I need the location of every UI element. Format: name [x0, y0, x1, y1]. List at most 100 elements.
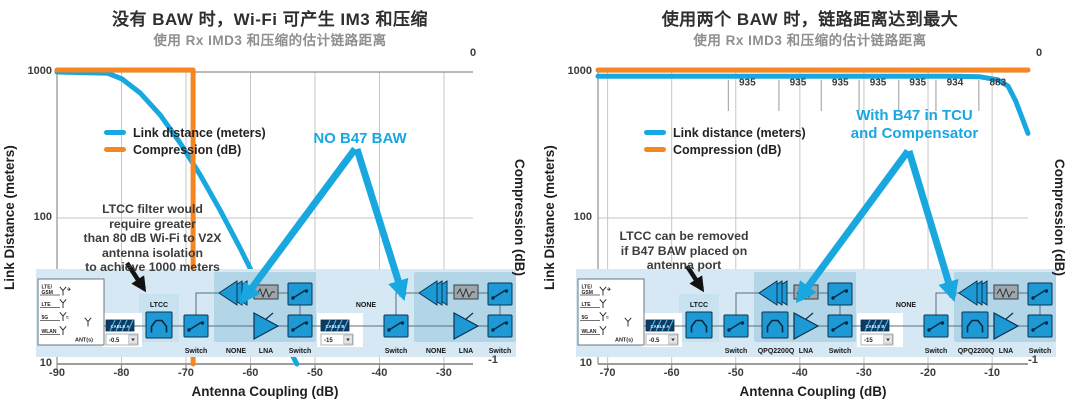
legend-swatch	[644, 147, 666, 152]
legend-label: Link distance (meters)	[673, 125, 806, 140]
switch-label: Switch	[725, 348, 748, 355]
ltcc-label: LTCC	[150, 302, 168, 309]
band-label: GSM	[42, 290, 53, 296]
band-label: 5G	[42, 315, 49, 321]
chart-subtitle: 使用 Rx IMD3 和压缩的估计链路距离	[153, 33, 387, 48]
transceiver-diagram	[36, 269, 516, 357]
band-label: LTE	[582, 302, 592, 308]
callout-arrow	[905, 149, 959, 303]
vehicle-icon: ✈	[607, 287, 612, 293]
compression-bottom-label: -1	[488, 354, 498, 366]
ltcc-label: LTCC	[690, 302, 708, 309]
x-tick-label: -40	[791, 367, 808, 379]
right-point-labels: 935 935 935 935 935 934 883	[727, 78, 1007, 111]
band-label: 5G	[582, 315, 589, 321]
y-tick-label: 1000	[567, 65, 592, 77]
y-tick-label: 10	[39, 357, 52, 369]
legend-swatch	[104, 130, 126, 135]
switch-label: Switch	[289, 348, 312, 355]
cable-b-loss-value: -15	[324, 338, 333, 344]
page-title: 没有 BAW 时，Wi-Fi 可产生 IM3 和压缩	[111, 10, 428, 29]
callout-arrow	[239, 146, 358, 305]
data-point-label: 935	[790, 78, 807, 89]
legend-item: Link distance (meters)	[104, 124, 266, 141]
compression-curve	[54, 67, 196, 367]
legend-label: Link distance (meters)	[133, 125, 266, 140]
data-point-label: 934	[947, 78, 964, 89]
compression-top-label: 0	[469, 47, 477, 59]
compression-top-label: 0	[1035, 47, 1043, 59]
left-chart-panel: 没有 BAW 时，Wi-Fi 可产生 IM3 和压缩 使用 Rx IMD3 和压…	[2, 10, 527, 399]
wave-icon: ≈	[606, 315, 609, 321]
page-title: 使用两个 BAW 时，链路距离达到最大	[661, 10, 959, 29]
x-tick-label: -70	[178, 367, 194, 379]
band-label: LTE/	[582, 284, 593, 290]
x-tick-label: -30	[855, 367, 872, 379]
vehicle-icon: ✈	[67, 287, 72, 293]
data-point-label: 935	[832, 78, 849, 89]
slot1-label: QPQ2200Q	[758, 348, 795, 355]
left-diagram-labels: LTE/ GSM LTE 5G WLAN ✈ ≈ ANT(s) CABLE A …	[42, 284, 512, 355]
x-tick-label: -50	[727, 367, 744, 379]
right-diagram-labels: LTE/ GSM LTE 5G WLAN ✈ ≈ ANT(s) CABLE A …	[582, 284, 1052, 355]
callout-text: NO B47 BAW	[313, 130, 407, 147]
callout-arrow	[353, 147, 409, 302]
callout-text: With B47 in TCU and Compensator	[850, 107, 979, 142]
cable-a-loss-value: -0.5	[649, 338, 660, 344]
legend: Link distance (meters) Compression (dB)	[104, 124, 266, 158]
band-label: WLAN	[42, 329, 57, 335]
cable-b-label: CABLE B	[325, 324, 344, 329]
x-tick-label: -50	[307, 367, 323, 379]
legend-swatch	[644, 130, 666, 135]
compression-bottom-label: -1	[1028, 354, 1038, 366]
right-chart-panel: 使用两个 BAW 时，链路距离达到最大 使用 Rx IMD3 和压缩的估计链路距…	[540, 0, 1080, 415]
band-label: LTE	[42, 302, 52, 308]
wave-icon: ≈	[66, 315, 69, 321]
switch-label: Switch	[1029, 348, 1052, 355]
y-tick-label: 1000	[27, 65, 52, 77]
data-point-label: 935	[739, 78, 756, 89]
ant-label: ANT(s)	[75, 338, 93, 344]
annotation-text: LTCC filter would require greater than 8…	[83, 202, 222, 274]
switch-label: Switch	[489, 348, 512, 355]
cable-b-loss-value: -15	[864, 338, 873, 344]
x-tick-label: -40	[371, 367, 388, 379]
y-tick-label: 10	[579, 357, 592, 369]
y-axis-label-right: Compression (dB)	[1052, 159, 1067, 277]
switch-label: Switch	[829, 348, 852, 355]
cable-a-label: CABLE A	[111, 324, 130, 329]
x-tick-label: -60	[663, 367, 680, 379]
band-label: GSM	[582, 290, 593, 296]
x-tick-label: -30	[436, 367, 452, 379]
annotation-text: LTCC can be removed if B47 BAW placed on…	[619, 229, 749, 272]
legend-item: Compression (dB)	[644, 141, 806, 158]
slot2-label: NONE	[426, 348, 447, 355]
y-tick-label: 100	[573, 211, 592, 223]
lna-label: LNA	[459, 348, 473, 355]
right-curves	[595, 67, 1031, 136]
switch-label: Switch	[925, 348, 948, 355]
y-axis-label-right: Compression (dB)	[512, 159, 527, 277]
x-tick-label: -90	[49, 367, 65, 379]
legend-item: Link distance (meters)	[644, 124, 806, 141]
callout-arrow	[795, 148, 911, 304]
switch-label: Switch	[185, 348, 208, 355]
x-tick-label: -10	[984, 367, 1001, 379]
slot1-label: NONE	[226, 348, 247, 355]
cable-a-label: CABLE A	[651, 324, 670, 329]
x-tick-label: -20	[920, 367, 936, 379]
annotation-arrow	[125, 261, 147, 293]
annotation-arrow	[685, 264, 705, 293]
lna-label: LNA	[799, 348, 813, 355]
x-tick-label: -60	[242, 367, 259, 379]
none-mid-label: NONE	[356, 302, 377, 309]
band-label: LTE/	[42, 284, 53, 290]
legend-label: Compression (dB)	[673, 142, 782, 157]
chart-subtitle: 使用 Rx IMD3 和压缩的估计链路距离	[693, 33, 927, 48]
legend-item: Compression (dB)	[104, 141, 266, 158]
x-tick-label: -80	[113, 367, 130, 379]
data-point-label: 935	[870, 78, 887, 89]
data-point-label: 935	[909, 78, 926, 89]
none-mid-label: NONE	[896, 302, 917, 309]
